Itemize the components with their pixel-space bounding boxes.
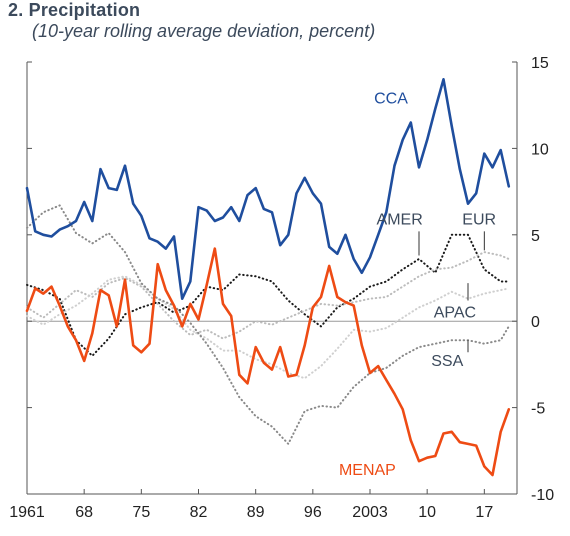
y-tick-label: -10 bbox=[531, 487, 554, 504]
chart-title: 2. Precipitation bbox=[8, 0, 141, 20]
series-label-cca: CCA bbox=[374, 90, 408, 107]
label-leader-lines bbox=[418, 231, 485, 353]
x-tick-label: 1961 bbox=[9, 504, 45, 521]
y-tick-label: 5 bbox=[531, 228, 540, 245]
x-tick-label: 2003 bbox=[352, 504, 388, 521]
y-tick-label: -5 bbox=[531, 401, 545, 418]
x-tick-label: 82 bbox=[190, 504, 208, 521]
x-tick-label: 75 bbox=[132, 504, 150, 521]
series-label-amer: AMER bbox=[377, 211, 423, 228]
series-label-eur: EUR bbox=[462, 211, 496, 228]
series-label-ssa: SSA bbox=[431, 353, 463, 370]
x-tick-label: 96 bbox=[304, 504, 322, 521]
series-line-ssa bbox=[26, 204, 510, 445]
series-lines bbox=[25, 78, 511, 477]
series-line-apac bbox=[26, 275, 510, 380]
x-tick-label: 89 bbox=[247, 504, 265, 521]
x-tick-label: 10 bbox=[418, 504, 436, 521]
y-tick-label: 10 bbox=[531, 141, 549, 158]
y-tick-label: 0 bbox=[531, 314, 540, 331]
x-tick-label: 17 bbox=[475, 504, 493, 521]
series-label-menap: MENAP bbox=[339, 462, 396, 479]
x-tick-label: 68 bbox=[75, 504, 93, 521]
series-line-menap bbox=[25, 247, 511, 477]
series-label-apac: APAC bbox=[434, 305, 476, 322]
y-tick-label: 15 bbox=[531, 55, 549, 72]
series-line-cca bbox=[25, 78, 511, 301]
chart-subtitle: (10-year rolling average deviation, perc… bbox=[32, 21, 376, 41]
series-labels: CCA AMER EUR APAC SSA MENAP bbox=[339, 90, 496, 479]
series-line-eur bbox=[26, 251, 510, 340]
axes: -10 -5 0 5 10 15 1961 68 75 82 89 96 2003 10 17 bbox=[9, 55, 554, 521]
